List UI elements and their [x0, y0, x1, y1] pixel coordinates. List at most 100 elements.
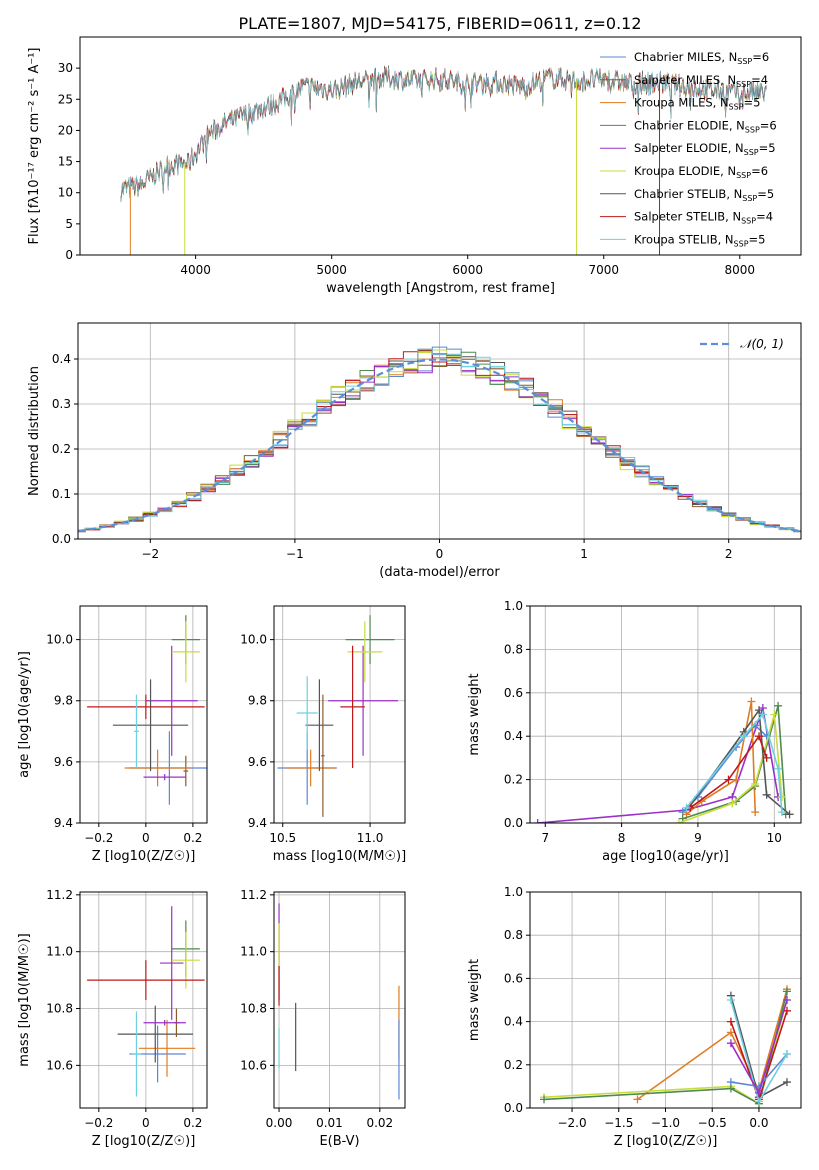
x-tick-label: 11.0 [357, 831, 384, 845]
plot-area [533, 697, 794, 823]
y-tick-label: 0.0 [504, 1101, 523, 1115]
x-tick-label: 6000 [452, 263, 483, 277]
x-tick-label: 0 [142, 1116, 150, 1130]
plot-area [87, 615, 207, 805]
mass-weight-marker [770, 710, 779, 719]
legend-count: =6 [752, 50, 769, 64]
y-tick-label: 0.8 [504, 928, 523, 942]
x-tick-label: −2 [141, 547, 159, 561]
axes-frame [77, 322, 802, 540]
age-vs-mass-panel: 10.5 11.0 9.4 9.6 9.8 10.0 mass [log10(M/M☉)] [240, 605, 406, 864]
mass-weight-marker [726, 1028, 735, 1037]
x-tick-label: −0.2 [84, 831, 113, 845]
mass-weight-marker [732, 775, 741, 784]
mass-weight-marker [782, 1078, 791, 1087]
y-tick-label: 0.2 [504, 1058, 523, 1072]
residual-histogram [78, 358, 801, 533]
axes-frame [273, 605, 406, 824]
x-tick-label: 0.02 [366, 1116, 393, 1130]
x-tick-label: 0.2 [183, 831, 202, 845]
x-tick-label: 8000 [725, 263, 756, 277]
massweight-vs-age-panel: 7 8 9 10 0.0 0.2 0.4 0.6 0.8 1.0 age [log10(age/yr… [467, 599, 802, 864]
mass-weight-marker [774, 701, 783, 710]
y-tick-label: 10 [58, 186, 73, 200]
mass-weight-marker [747, 697, 756, 706]
y-tick-label: 0.1 [52, 487, 71, 501]
x-tick-label: −0.5 [698, 1116, 727, 1130]
x-tick-label: 4000 [180, 263, 211, 277]
y-tick-label: 11.2 [240, 888, 267, 902]
x-tick-label: 8 [618, 831, 626, 845]
legend-subscript: SSP [744, 148, 759, 157]
x-axis-label: (data-model)/error [379, 565, 500, 580]
legend-count: =5 [744, 96, 761, 110]
mass-weight-marker [762, 753, 771, 762]
y-tick-label: 9.6 [248, 755, 267, 769]
mass-vs-ebv-panel: 0.00 0.01 0.02 10.6 10.8 11.0 11.2 E(B-V) [240, 888, 406, 1149]
y-tick-label: 15 [58, 155, 73, 169]
legend-subscript: SSP [737, 57, 752, 66]
plot-area [120, 65, 767, 255]
mass-weight-marker [533, 819, 542, 823]
spectrum-line [120, 67, 767, 202]
plot-area [78, 346, 801, 533]
x-axis-label: Z [log10(Z/Z☉)] [92, 849, 196, 864]
y-tick-label: 10.8 [240, 1002, 267, 1016]
x-axis-label: mass [log10(M/M☉)] [273, 849, 406, 864]
x-tick-label: 10 [767, 831, 782, 845]
mass-weight-marker [726, 996, 735, 1004]
x-tick-label: −1.0 [651, 1116, 680, 1130]
mass-weight-marker [726, 1017, 735, 1026]
y-tick-label: 9.8 [248, 694, 267, 708]
x-tick-label: 0.01 [316, 1116, 343, 1130]
legend-label: Chabrier MILES, NSSP=6 [634, 50, 769, 66]
y-tick-label: 5 [65, 217, 73, 231]
mass-weight-marker [728, 799, 737, 808]
legend-subscript: SSP [741, 217, 756, 226]
legend-label: Kroupa STELIB, NSSP=5 [634, 232, 765, 248]
legend-count: =4 [756, 210, 773, 224]
x-tick-label: 0.00 [266, 1116, 293, 1130]
y-tick-label: 9.6 [54, 755, 73, 769]
x-axis-label: wavelength [Angstrom, rest frame] [326, 281, 555, 296]
legend-label: Kroupa ELODIE, NSSP=6 [634, 164, 768, 180]
y-tick-label: 10.0 [240, 633, 267, 647]
y-tick-label: 9.4 [248, 816, 267, 830]
x-tick-label: 5000 [316, 263, 347, 277]
mass-weight-marker [739, 732, 748, 741]
y-tick-label: 0.0 [504, 816, 523, 830]
mass-weight-marker [751, 808, 760, 817]
y-tick-label: 0 [65, 248, 73, 262]
y-tick-label: 1.0 [504, 885, 523, 899]
legend-count: =4 [751, 73, 768, 87]
y-axis-label: mass weight [467, 673, 482, 755]
y-tick-label: 0.0 [52, 532, 71, 546]
axes-frame [79, 605, 208, 824]
x-tick-label: 0 [436, 547, 444, 561]
legend-count: =6 [760, 118, 777, 132]
mass-weight-marker [633, 1095, 642, 1104]
y-tick-label: 0.6 [504, 971, 523, 985]
axes-frame [79, 36, 802, 256]
y-tick-label: 20 [58, 123, 73, 137]
axes-frame [273, 891, 406, 1109]
y-tick-label: 11.0 [240, 945, 267, 959]
legend-label: Chabrier ELODIE, NSSP=6 [634, 118, 777, 134]
y-tick-label: 9.8 [54, 694, 73, 708]
mass-weight-line [689, 734, 768, 809]
y-axis-label: Normed distribution [27, 366, 42, 496]
legend-subscript: SSP [742, 194, 757, 203]
mass-weight-marker [755, 706, 764, 715]
x-tick-label: 9 [694, 831, 702, 845]
y-tick-label: 0.8 [504, 642, 523, 656]
x-tick-label: 7000 [588, 263, 619, 277]
y-tick-label: 10.0 [46, 633, 73, 647]
plot-area [87, 906, 205, 1097]
x-tick-label: 0.0 [749, 1116, 768, 1130]
residual-histogram [78, 349, 801, 532]
legend-label: Chabrier STELIB, NSSP=5 [634, 187, 774, 203]
y-tick-label: 0.2 [504, 773, 523, 787]
x-tick-label: 1 [580, 547, 588, 561]
legend-count: =6 [751, 164, 768, 178]
